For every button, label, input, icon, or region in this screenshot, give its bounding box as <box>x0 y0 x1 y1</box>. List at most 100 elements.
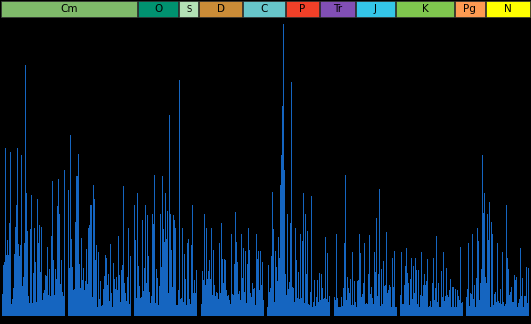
Bar <box>465 205 466 316</box>
Bar <box>309 305 310 316</box>
Bar <box>431 307 432 316</box>
Bar <box>319 272 320 316</box>
Bar <box>337 297 338 316</box>
Bar <box>446 268 447 316</box>
Bar <box>460 303 461 316</box>
Bar <box>304 303 305 316</box>
Bar <box>486 283 487 316</box>
Bar <box>111 293 112 316</box>
Bar <box>441 271 442 316</box>
Bar <box>335 297 336 316</box>
Bar <box>438 283 439 316</box>
Bar <box>368 274 369 316</box>
Bar <box>388 290 389 316</box>
Bar <box>96 245 97 316</box>
Bar <box>192 205 193 316</box>
Bar <box>468 243 469 316</box>
Bar <box>170 214 171 316</box>
Bar <box>196 193 198 316</box>
Bar <box>32 303 33 316</box>
Bar <box>11 304 12 316</box>
Bar <box>225 260 226 316</box>
Bar <box>464 286 465 316</box>
Bar <box>450 279 451 316</box>
Bar <box>149 292 150 316</box>
Bar <box>28 295 29 316</box>
Bar <box>2 295 3 316</box>
Bar <box>292 287 293 316</box>
Bar <box>345 175 346 316</box>
Bar <box>320 300 321 316</box>
Bar <box>228 295 229 316</box>
Bar <box>168 293 169 316</box>
Bar <box>440 307 441 316</box>
Bar <box>176 306 177 316</box>
Bar <box>171 250 172 316</box>
Bar <box>227 296 228 316</box>
Bar <box>169 115 170 316</box>
Bar <box>242 278 243 316</box>
Bar <box>420 295 421 316</box>
Bar <box>244 292 245 316</box>
Bar <box>233 295 234 316</box>
Bar <box>116 277 117 316</box>
Bar <box>529 307 530 316</box>
Bar <box>478 241 479 316</box>
Bar <box>243 248 244 316</box>
Bar <box>362 294 363 316</box>
Bar <box>506 205 507 316</box>
Bar <box>19 256 20 316</box>
Bar <box>423 284 424 316</box>
Bar <box>370 294 371 316</box>
Bar <box>177 305 178 316</box>
Bar <box>294 302 295 316</box>
Bar <box>86 249 87 316</box>
Bar <box>483 213 484 316</box>
Bar <box>255 234 256 316</box>
Bar <box>162 176 163 316</box>
Bar <box>519 299 520 316</box>
Bar <box>109 301 110 316</box>
Bar <box>103 289 104 316</box>
Bar <box>136 298 138 316</box>
Bar <box>361 297 362 316</box>
Bar <box>262 300 263 316</box>
Bar <box>145 205 146 316</box>
Bar <box>332 199 333 316</box>
Bar <box>455 289 456 316</box>
Bar <box>414 293 415 316</box>
Bar <box>336 300 337 316</box>
Bar <box>377 296 378 316</box>
Bar <box>485 277 486 316</box>
Text: S: S <box>186 5 191 14</box>
Bar <box>232 295 233 316</box>
Bar <box>302 241 303 316</box>
Bar <box>419 307 420 316</box>
Bar <box>98 252 99 316</box>
Bar <box>58 214 59 316</box>
Bar <box>276 267 277 316</box>
Bar <box>43 293 44 316</box>
Bar <box>186 305 187 316</box>
Bar <box>472 294 473 316</box>
Bar <box>152 214 153 316</box>
Bar <box>219 243 220 316</box>
Bar <box>518 303 519 316</box>
Bar <box>369 235 370 316</box>
Bar <box>221 223 222 316</box>
Bar <box>160 214 161 316</box>
Bar <box>89 225 90 316</box>
Bar <box>303 193 304 316</box>
Bar <box>360 253 361 316</box>
Bar <box>286 295 287 316</box>
Bar <box>7 240 8 316</box>
Text: C: C <box>261 4 268 14</box>
Bar <box>205 285 207 316</box>
Bar <box>488 240 489 316</box>
Bar <box>329 296 330 316</box>
Bar <box>222 260 223 316</box>
Bar <box>474 285 475 316</box>
Bar <box>476 278 477 316</box>
Bar <box>456 307 457 316</box>
Bar <box>413 266 414 316</box>
